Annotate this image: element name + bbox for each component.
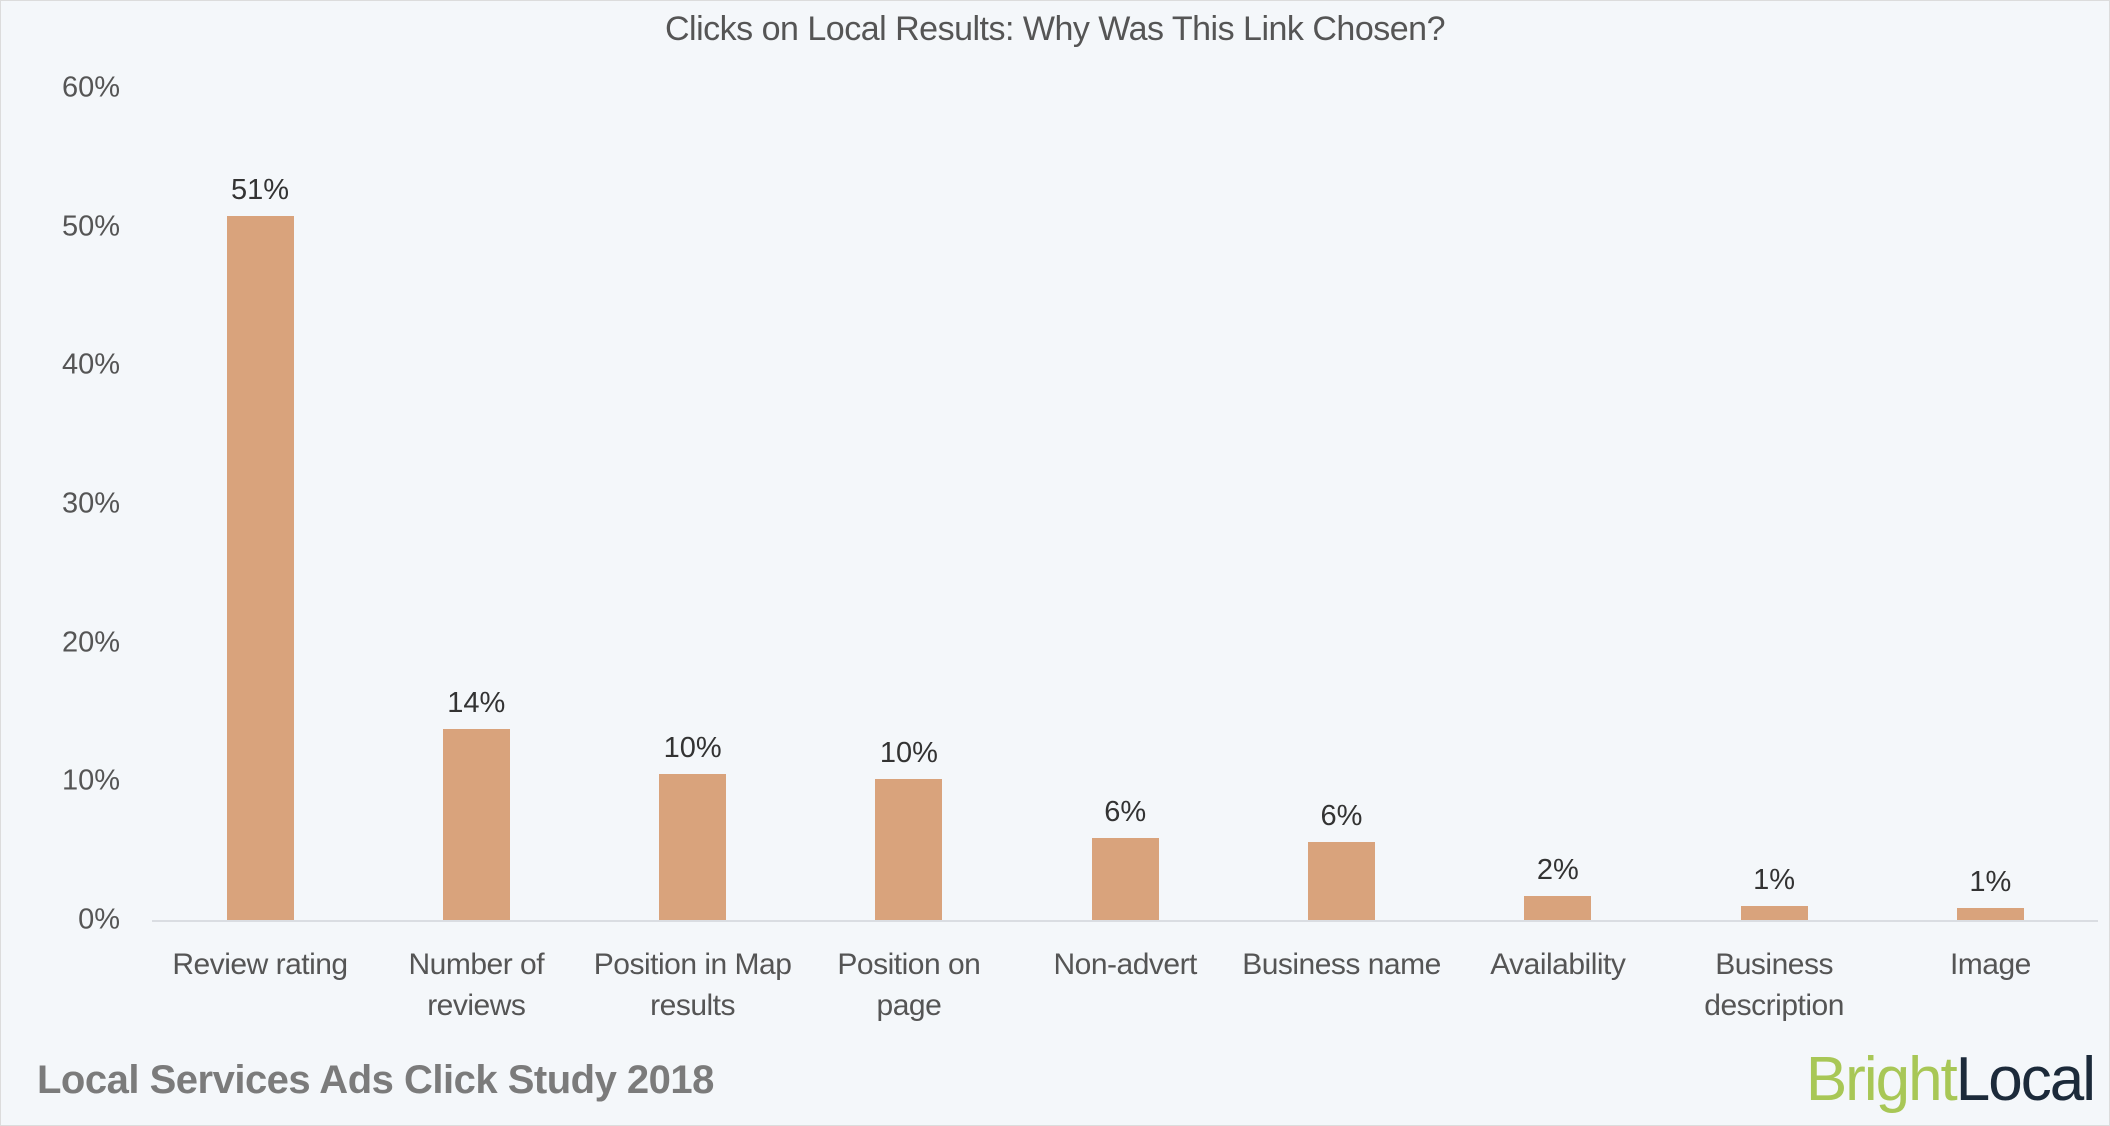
- data-label: 6%: [1104, 796, 1147, 829]
- bar: [875, 778, 943, 920]
- data-label: 51%: [230, 173, 290, 206]
- y-tick-label: 0%: [78, 903, 120, 936]
- bar: [442, 728, 510, 920]
- x-category-label: Image: [1949, 948, 2031, 981]
- data-label: 10%: [663, 732, 722, 765]
- x-category-label: Number of reviews: [408, 948, 545, 1022]
- data-label: 14%: [447, 686, 506, 719]
- y-tick-label: 20%: [61, 626, 120, 659]
- bar: [1524, 896, 1592, 920]
- y-tick-label: 30%: [61, 487, 120, 520]
- chart-title: Clicks on Local Results: Why Was This Li…: [665, 10, 1445, 48]
- footer-study-title: Local Services Ads Click Study 2018: [37, 1058, 714, 1102]
- x-category-label: Business name: [1242, 948, 1441, 981]
- data-label: 2%: [1536, 854, 1579, 887]
- x-category-label: Availability: [1490, 948, 1626, 981]
- bar: [1740, 906, 1808, 920]
- bar: [1091, 838, 1159, 920]
- bar: [659, 774, 727, 920]
- brightlocal-logo: BrightLocal: [1805, 1044, 2096, 1115]
- y-tick-label: 60%: [61, 71, 120, 104]
- data-label: 1%: [1753, 864, 1796, 897]
- x-category-label: Non-advert: [1053, 948, 1197, 981]
- x-category-label: Business description: [1704, 948, 1844, 1022]
- x-category-label: Review rating: [172, 948, 348, 981]
- y-tick-label: 50%: [61, 210, 120, 243]
- x-category-label: Position on page: [837, 948, 981, 1022]
- data-label: 10%: [879, 736, 938, 769]
- x-category-label: Position in Map results: [593, 948, 792, 1022]
- x-axis-line: [152, 920, 2098, 922]
- y-tick-label: 40%: [61, 348, 120, 381]
- logo-part-bright: Bright: [1805, 1045, 1958, 1114]
- bar: [226, 215, 294, 920]
- y-tick-label: 10%: [61, 764, 120, 797]
- logo-part-local: Local: [1955, 1045, 2096, 1114]
- bar: [1308, 842, 1375, 920]
- bar: [1956, 907, 2024, 920]
- data-label: 1%: [1969, 865, 2012, 898]
- data-label: 6%: [1320, 800, 1363, 833]
